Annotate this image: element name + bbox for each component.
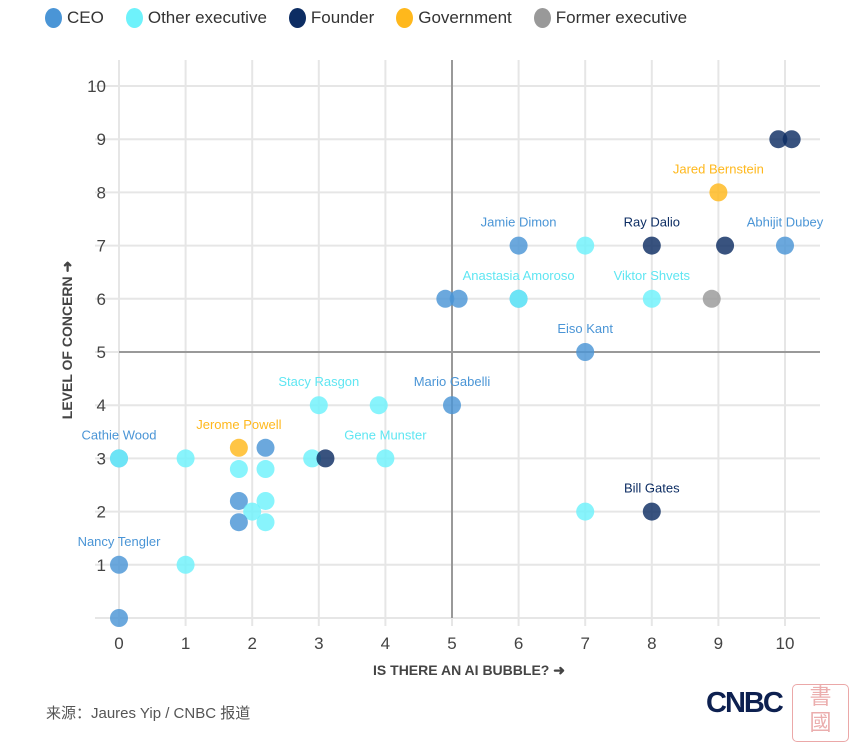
data-point-other	[243, 502, 262, 521]
x-tick-label: 1	[181, 634, 190, 653]
data-label: Gene Munster	[344, 427, 427, 442]
y-tick-label: 9	[97, 130, 106, 149]
data-point-other	[256, 491, 275, 510]
data-point-other	[176, 555, 195, 574]
data-label: Jerome Powell	[196, 417, 281, 432]
y-axis-label: LEVEL OF CONCERN ➜	[59, 261, 75, 419]
data-point-other	[256, 460, 275, 479]
data-point-ceo	[509, 236, 528, 255]
data-point-ceo	[110, 555, 128, 574]
data-point-other	[256, 513, 275, 532]
y-tick-label: 4	[97, 396, 106, 415]
data-point-other	[642, 289, 661, 308]
legend-item-former: Former executive	[533, 8, 688, 28]
y-tick-label: 3	[97, 449, 106, 468]
data-point-other	[309, 396, 328, 415]
data-label: Eiso Kant	[557, 321, 613, 336]
data-point-ceo	[229, 513, 248, 532]
data-point-other	[176, 449, 195, 468]
x-tick-label: 3	[314, 634, 323, 653]
data-label: Mario Gabelli	[414, 374, 491, 389]
data-point-gov	[229, 438, 248, 457]
legend-swatch	[125, 8, 143, 28]
data-point-other	[509, 289, 528, 308]
legend-item-ceo: CEO	[45, 8, 104, 28]
data-point-founder	[642, 236, 661, 255]
cnbc-logo: CNBC	[706, 687, 784, 719]
source-note: 来源：Jaures Yip / CNBC 报道	[46, 705, 251, 722]
data-point-ceo	[443, 396, 461, 415]
data-label: Cathie Wood	[82, 427, 157, 442]
legend-item-founder: Founder	[288, 8, 375, 28]
data-label: Jamie Dimon	[481, 215, 557, 230]
y-tick-label: 10	[87, 77, 106, 96]
y-tick-label: 2	[97, 503, 106, 522]
x-axis-label: IS THERE AN AI BUBBLE? ➜	[373, 662, 565, 678]
data-point-other	[376, 449, 395, 468]
data-point-ceo	[436, 289, 455, 308]
x-tick-label: 7	[580, 634, 589, 653]
x-tick-label: 5	[447, 634, 456, 653]
data-label: Stacy Rasgon	[278, 374, 359, 389]
data-point-founder	[642, 502, 661, 521]
legend-item-other: Other executive	[125, 8, 267, 28]
data-point-founder	[716, 236, 735, 255]
data-point-ceo	[776, 236, 794, 255]
x-tick-label: 6	[514, 634, 523, 653]
data-point-former	[702, 289, 721, 308]
y-tick-label: 7	[97, 237, 106, 256]
x-tick-label: 4	[381, 634, 390, 653]
y-tick-label: 6	[97, 290, 106, 309]
x-tick-label: 9	[714, 634, 723, 653]
legend-label: CEO	[67, 8, 104, 27]
y-tick-label: 5	[97, 343, 106, 362]
data-point-ceo	[576, 343, 595, 361]
data-point-other	[303, 449, 322, 468]
legend-label: Other executive	[147, 8, 267, 27]
data-point-founder	[769, 130, 788, 149]
data-point-other	[576, 236, 595, 255]
legend-label: Founder	[310, 8, 375, 27]
legend-swatch	[45, 8, 62, 28]
data-point-other	[369, 396, 388, 415]
legend-label: Government	[418, 8, 512, 27]
seal-stamp: 書國	[792, 684, 849, 742]
y-tick-label: 8	[97, 183, 106, 202]
x-tick-label: 2	[247, 634, 256, 653]
x-tick-label: 0	[114, 634, 123, 653]
legend-swatch	[533, 8, 551, 28]
data-point-gov	[709, 183, 728, 202]
data-point-founder	[782, 130, 801, 149]
data-point-ceo	[229, 491, 248, 510]
data-point-ceo	[449, 289, 468, 308]
data-point-other	[229, 460, 248, 479]
data-label: Bill Gates	[624, 481, 680, 496]
data-label: Anastasia Amoroso	[463, 268, 575, 283]
legend-swatch	[396, 8, 414, 28]
y-tick-label: 1	[97, 556, 106, 575]
x-tick-label: 8	[647, 634, 656, 653]
data-point-ceo	[256, 438, 275, 457]
legend: CEO Other executive Founder Government Forme…	[45, 8, 709, 28]
legend-item-gov: Government	[396, 8, 512, 28]
data-label: Jared Bernstein	[673, 161, 764, 176]
data-point-founder	[316, 449, 335, 468]
data-label: Abhijit Dubey	[747, 215, 824, 230]
data-label: Viktor Shvets	[614, 268, 691, 283]
x-tick-label: 10	[776, 634, 795, 653]
data-point-ceo	[110, 609, 128, 627]
legend-swatch	[288, 8, 306, 28]
legend-label: Former executive	[555, 8, 688, 27]
data-point-other	[576, 502, 595, 521]
data-label: Ray Dalio	[624, 215, 680, 230]
data-label: Nancy Tengler	[78, 534, 162, 549]
data-point-other	[110, 449, 128, 468]
